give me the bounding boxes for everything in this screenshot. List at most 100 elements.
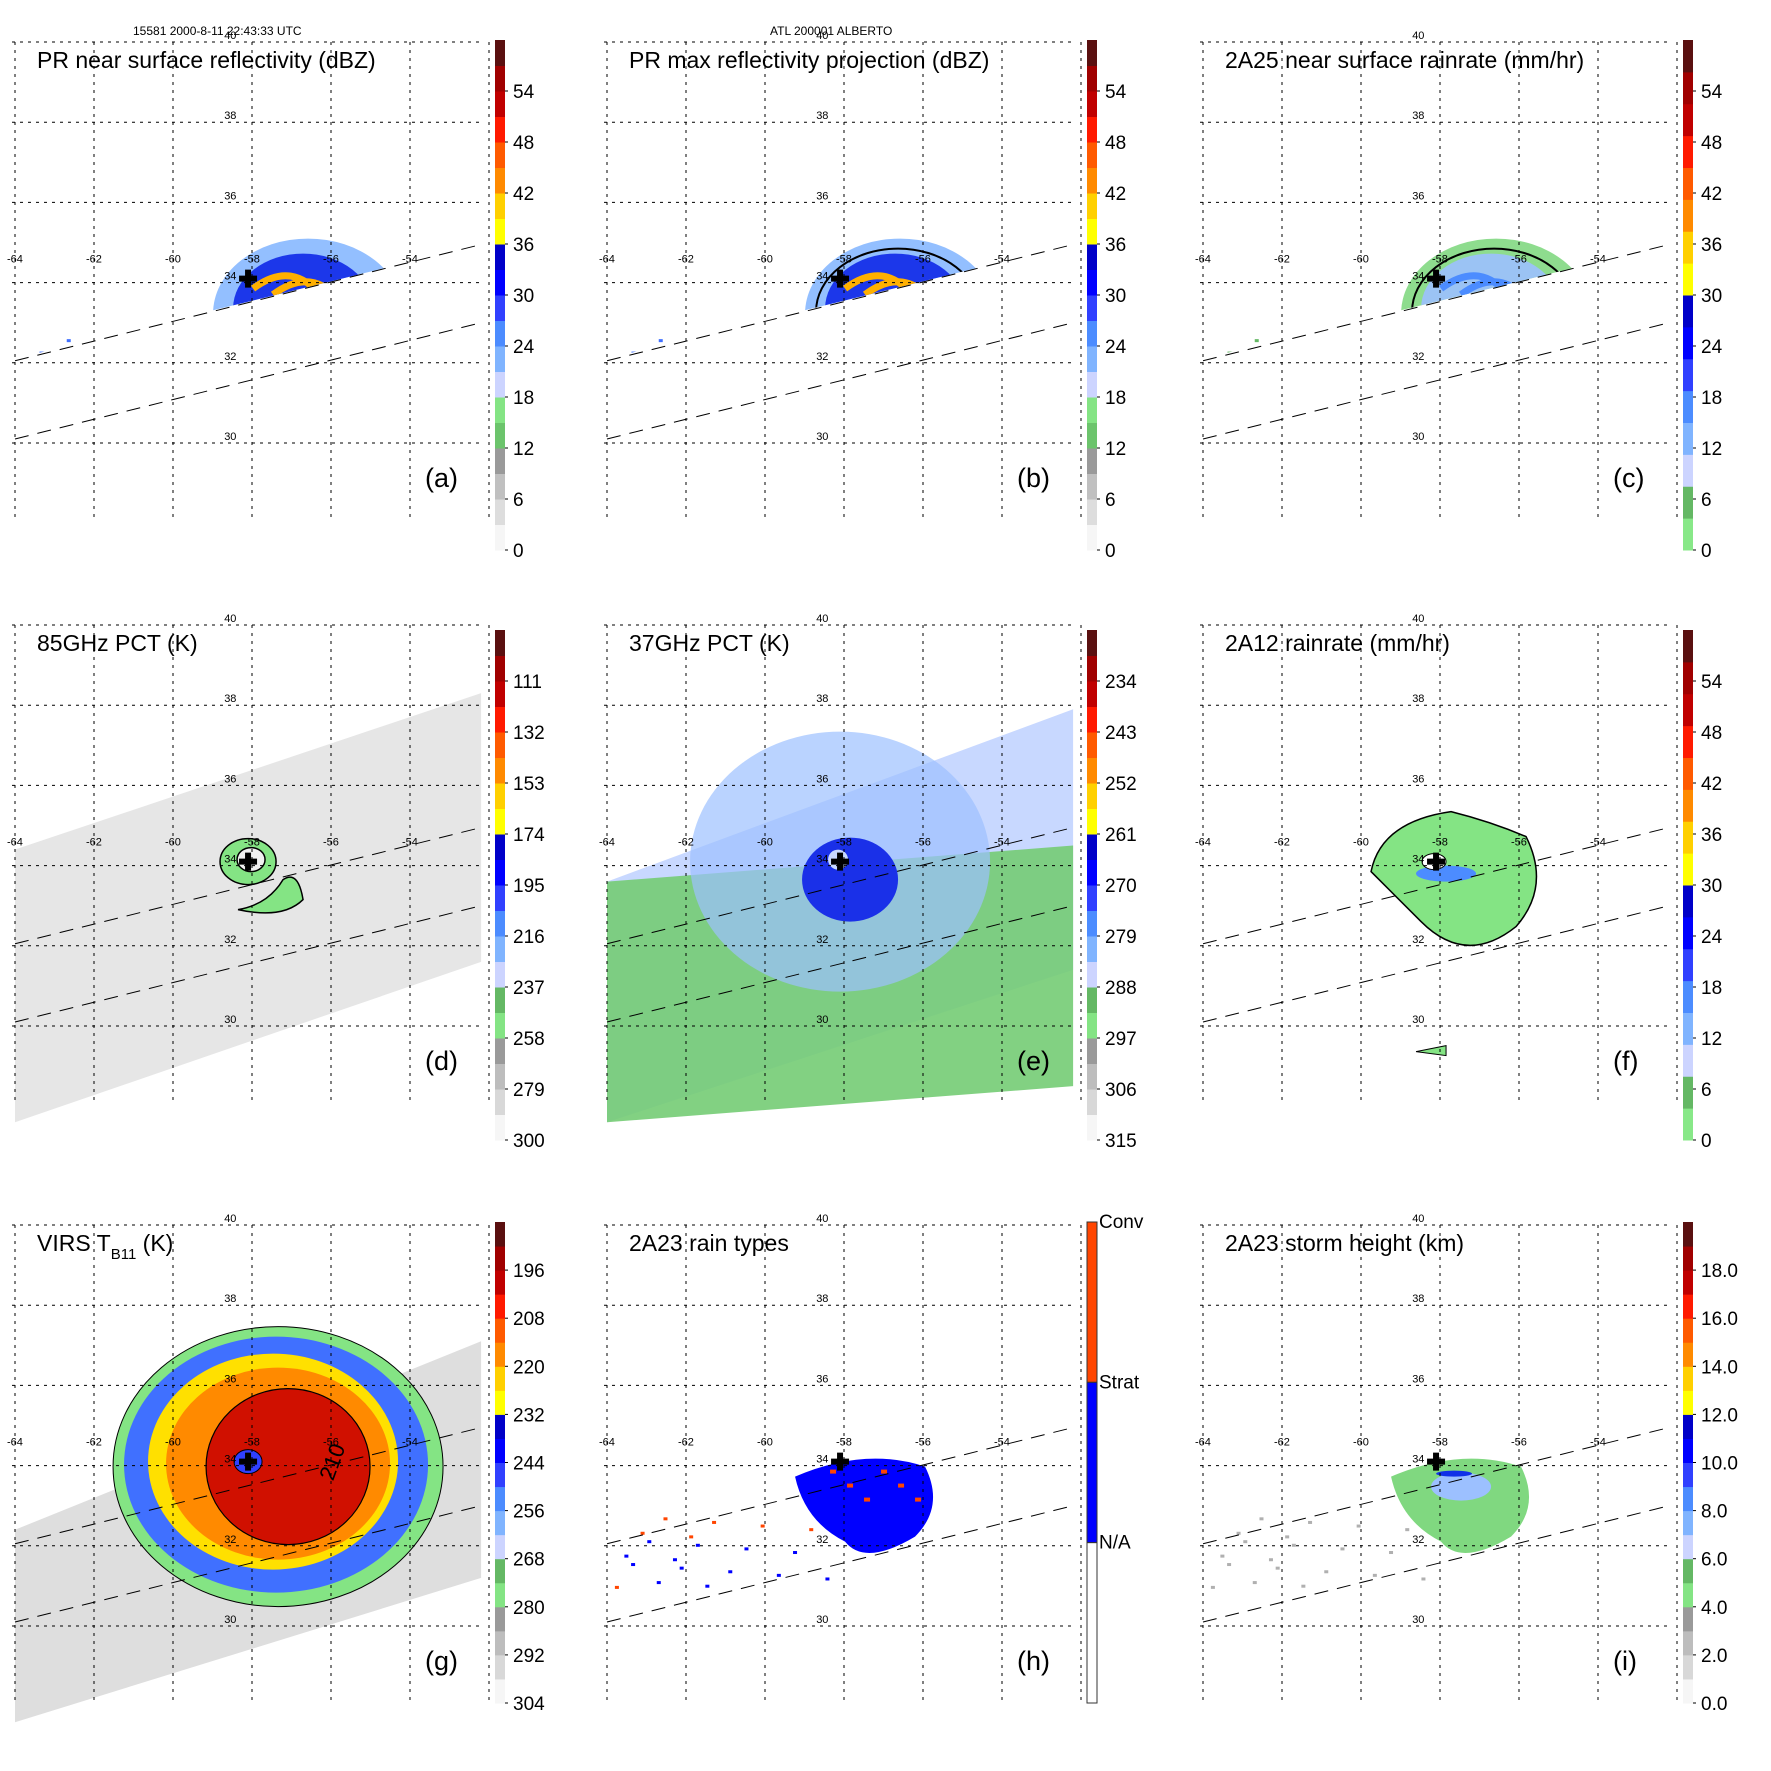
scattered-echo — [820, 394, 830, 397]
colorbar-swatch — [1683, 422, 1693, 455]
scattered-echo — [793, 1551, 798, 1555]
panel-f: -64 -62 -60 -58 -56 -54 40 38 36 34 32 30 2A12 rainr… — [1195, 613, 1723, 1152]
colorbar-tick-label: 279 — [513, 1080, 545, 1101]
scattered-echo — [695, 1543, 700, 1547]
swath-edge-line — [1202, 1427, 1670, 1545]
lat-tick-label: 30 — [224, 1014, 236, 1026]
panel-title: VIRS TB11 (K) — [37, 1230, 173, 1263]
storm-center-marker-icon — [831, 269, 850, 288]
colorbar-swatch — [495, 808, 505, 835]
colorbar: 300 279 258 237 216 195 174 153 132 111 — [495, 630, 545, 1152]
colorbar-swatch — [1087, 681, 1097, 707]
colorbar-swatch — [495, 346, 505, 372]
colorbar-swatch — [1683, 1582, 1693, 1608]
colorbar-swatch — [1087, 808, 1097, 835]
colorbar-tick-label: 18 — [1701, 388, 1722, 409]
lon-tick-label: -62 — [86, 254, 102, 266]
scattered-echo — [1400, 343, 1408, 347]
storm-center-marker-icon — [1427, 269, 1446, 288]
swath-edge-line — [1202, 244, 1670, 362]
lon-tick-label: -54 — [402, 837, 418, 849]
lon-tick-label: -64 — [599, 837, 615, 849]
scattered-echo — [1213, 373, 1217, 376]
colorbar-tick-label: 30 — [1701, 876, 1722, 897]
scattered-echo — [689, 1535, 694, 1539]
colorbar-tick-label: 24 — [1701, 337, 1723, 358]
panel-title: 2A23 storm height (km) — [1225, 1230, 1464, 1256]
storm-height-area — [1391, 1458, 1530, 1553]
colorbar-swatch — [495, 987, 505, 1013]
colorbar-swatch — [1683, 390, 1693, 423]
lat-tick-label: 34 — [816, 271, 828, 283]
panel-label: (a) — [425, 463, 458, 493]
scattered-echo — [804, 343, 812, 347]
storm-echo — [1213, 238, 1592, 405]
scattered-echo — [776, 1573, 781, 1577]
storm-center-marker-icon — [831, 852, 850, 871]
colorbar-swatch — [495, 681, 505, 707]
colorbar-swatch — [1087, 859, 1097, 886]
scattered-echo — [761, 334, 769, 338]
colorbar-swatch — [495, 706, 505, 733]
colorbar-tick-label: 0 — [513, 541, 524, 562]
colorbar-segment-na — [1086, 1542, 1098, 1704]
panel-title: 2A25 near surface rainrate (mm/hr) — [1225, 47, 1584, 73]
scattered-echo — [719, 368, 726, 371]
colorbar-swatch — [495, 655, 505, 682]
panel-b: -64 -62 -60 -58 -56 -54 40 38 36 34 32 30 PR max ref… — [599, 30, 1127, 562]
colorbar-swatch — [1683, 789, 1693, 822]
lat-tick-label: 30 — [1412, 1614, 1424, 1626]
colorbar-tick-label: 54 — [1701, 82, 1723, 103]
lat-tick-label: 30 — [224, 431, 236, 443]
colorbar-tick-label: 216 — [513, 927, 545, 948]
colorbar-swatch — [1683, 1294, 1693, 1319]
colorbar-tick-label: 153 — [513, 774, 545, 795]
lat-tick-label: 36 — [1412, 190, 1424, 202]
lon-tick-label: -60 — [165, 837, 181, 849]
colorbar-tick-label: 12.0 — [1701, 1405, 1738, 1426]
colorbar-swatch — [1683, 1462, 1693, 1488]
panel-title: PR max reflectivity projection (dBZ) — [629, 47, 989, 73]
colorbar-tick-label: 12 — [1105, 439, 1126, 460]
lon-tick-label: -64 — [7, 1437, 23, 1449]
scattered-echo — [1342, 355, 1347, 359]
lon-tick-label: -64 — [599, 254, 615, 266]
colorbar-tick-label: 6 — [1105, 490, 1116, 511]
swath-edge-line — [606, 827, 1074, 945]
scattered-echo — [125, 398, 132, 401]
lon-tick-label: -60 — [757, 1437, 773, 1449]
colorbar-tick-label: 315 — [1105, 1131, 1137, 1152]
scattered-echo — [1344, 398, 1348, 401]
swath-edge-line — [14, 322, 482, 440]
scattered-echo — [25, 373, 29, 376]
colorbar-tick-label: 42 — [1105, 184, 1126, 205]
scattered-echo — [1242, 402, 1252, 405]
colorbar-tick-label: 220 — [513, 1357, 545, 1378]
colorbar: 315 306 297 288 279 270 261 252 243 234 — [1087, 630, 1137, 1152]
colorbar-swatch — [1087, 167, 1097, 194]
higher-echo-tops — [1431, 1472, 1492, 1501]
colorbar-swatch — [1683, 103, 1693, 137]
colorbar-swatch — [495, 1063, 505, 1090]
lon-tick-label: -62 — [1274, 254, 1290, 266]
colorbar-swatch — [1683, 1270, 1693, 1295]
scattered-echo — [1389, 1551, 1394, 1555]
lon-tick-label: -54 — [1590, 254, 1606, 266]
scattered-echo — [702, 347, 707, 351]
colorbar-swatch — [495, 1678, 505, 1704]
colorbar-swatch — [1087, 65, 1097, 92]
lat-tick-label: 32 — [224, 1534, 236, 1546]
swath-edge-line — [606, 244, 1074, 362]
colorbar-swatch — [1683, 916, 1693, 950]
lat-tick-label: 30 — [1412, 431, 1424, 443]
colorbar-swatch — [1683, 821, 1693, 854]
scattered-echo — [1284, 369, 1294, 372]
colorbar-swatch — [1683, 1678, 1693, 1704]
lon-tick-label: -56 — [1511, 254, 1527, 266]
colorbar-swatch — [495, 397, 505, 423]
colorbar-swatch — [1683, 1534, 1693, 1560]
colorbar-tick-label: 24 — [1701, 927, 1723, 948]
lon-tick-label: -58 — [836, 254, 852, 266]
lat-tick-label: 32 — [1412, 351, 1424, 363]
colorbar-swatch — [1683, 1342, 1693, 1367]
